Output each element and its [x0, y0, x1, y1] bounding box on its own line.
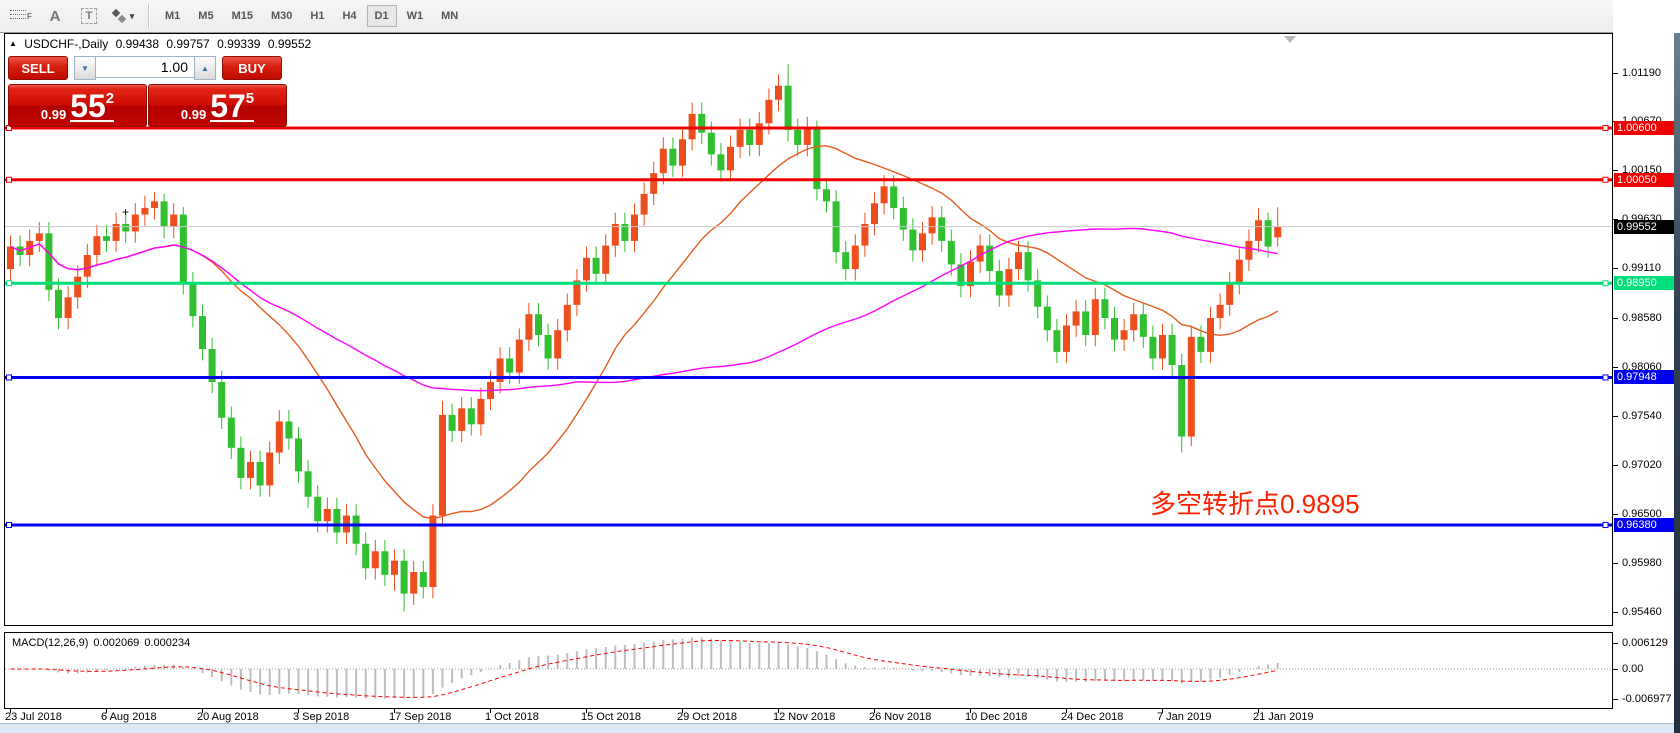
- chart-title: ▲ USDCHF-,Daily 0.99438 0.99757 0.99339 …: [9, 37, 315, 51]
- sell-price-button[interactable]: 0.99 55 2: [8, 84, 147, 127]
- macd-tick-label: 0.00: [1622, 663, 1644, 675]
- toolbar-separator: [148, 4, 150, 28]
- date-tick-label: 17 Sep 2018: [389, 711, 452, 723]
- sell-price-pips: 2: [105, 90, 115, 107]
- current-price-badge: 0.99552: [1614, 219, 1676, 234]
- price-tick-label: 0.98580: [1622, 312, 1662, 325]
- volume-increase-button[interactable]: ▲: [194, 56, 216, 80]
- fibonacci-icon-letter: F: [27, 11, 32, 21]
- hline-price-badge: 0.97948: [1614, 370, 1676, 385]
- date-tick-label: 10 Dec 2018: [965, 711, 1028, 723]
- volume-input[interactable]: [96, 56, 194, 78]
- price-tick-label: 0.97540: [1622, 409, 1662, 422]
- date-tick-label: 12 Nov 2018: [773, 711, 836, 723]
- hline-price-badge: 1.00050: [1614, 172, 1676, 187]
- price-tick-label: 0.97020: [1622, 458, 1662, 471]
- macd-signal-value: 0.000234: [144, 637, 191, 649]
- volume-decrease-button[interactable]: ▼: [74, 56, 96, 80]
- macd-indicator-panel[interactable]: [4, 632, 1613, 709]
- time-axis[interactable]: 23 Jul 2018 6 Aug 2018 20 Aug 2018 3 Sep 20…: [5, 709, 1615, 723]
- label-icon: T: [80, 8, 98, 24]
- arrows-tool-button[interactable]: ▾: [110, 4, 136, 28]
- date-tick-label: 23 Jul 2018: [5, 711, 62, 723]
- price-tick-label: 1.01190: [1622, 66, 1661, 79]
- date-tick-label: 1 Oct 2018: [485, 711, 539, 723]
- timeframe-button-m15[interactable]: M15: [231, 10, 253, 22]
- candlestick-series: [7, 64, 1282, 612]
- price-axis[interactable]: 1.011901.006701.001500.996300.991100.985…: [1613, 0, 1680, 733]
- ohlc-high: 0.99757: [166, 37, 210, 51]
- sell-price-big: 55: [70, 88, 106, 124]
- text-icon: A: [49, 7, 61, 25]
- symbol-period-label: USDCHF-,Daily: [24, 37, 109, 51]
- text-tool-button[interactable]: A: [42, 4, 68, 28]
- macd-histogram: [19, 637, 1279, 699]
- date-tick-label: 6 Aug 2018: [101, 711, 157, 723]
- label-tool-button[interactable]: T: [76, 4, 102, 28]
- hline-price-badge: 0.96380: [1614, 517, 1676, 532]
- svg-text:+: +: [122, 205, 129, 219]
- ohlc-close: 0.99552: [267, 37, 312, 51]
- price-tick-label: 0.99110: [1622, 262, 1661, 275]
- sell-button[interactable]: SELL: [8, 56, 68, 80]
- buy-price-button[interactable]: 0.99 57 5: [148, 84, 287, 127]
- date-tick-label: 29 Oct 2018: [677, 711, 737, 723]
- horizontal-line-objects[interactable]: [5, 125, 1612, 528]
- buy-button[interactable]: BUY: [222, 56, 282, 80]
- date-tick-label: 3 Sep 2018: [293, 711, 350, 723]
- toolbar: F A T ▾ M1 M5 M15 M30 H1 H4 D1 W1 MN: [0, 0, 1680, 33]
- arrows-icon: [112, 9, 127, 24]
- chart-shift-marker-icon[interactable]: [1284, 36, 1296, 43]
- chart-text-annotation[interactable]: 多空转折点0.9895: [1150, 489, 1360, 519]
- fibonacci-icon: [10, 9, 27, 23]
- price-tick-label: 0.98060: [1622, 360, 1662, 373]
- timeframe-button-m1[interactable]: M1: [165, 10, 181, 22]
- chevron-down-icon: ▾: [129, 10, 135, 21]
- price-chart-panel[interactable]: +: [4, 33, 1613, 626]
- window-right-edge: [1674, 33, 1680, 733]
- price-chart-canvas[interactable]: +: [5, 34, 1612, 625]
- macd-tick-label: 0.006129: [1622, 636, 1668, 649]
- hline-price-badge: 0.98950: [1614, 276, 1676, 291]
- macd-canvas: [5, 637, 1612, 699]
- buy-price-big: 57: [210, 88, 246, 124]
- timeframe-button-mn[interactable]: MN: [441, 10, 459, 22]
- buy-price-prefix: 0.99: [180, 107, 207, 122]
- buy-price-pips: 5: [245, 90, 255, 107]
- ohlc-open: 0.99438: [115, 37, 159, 51]
- current-price-line: +: [5, 205, 1612, 228]
- price-tick-label: 0.96500: [1622, 507, 1662, 520]
- date-tick-label: 26 Nov 2018: [869, 711, 932, 723]
- hline-price-badge: 1.00600: [1614, 121, 1676, 135]
- ohlc-low: 0.99339: [217, 37, 261, 51]
- macd-name: MACD(12,26,9): [12, 637, 89, 649]
- price-tick-label: 0.95980: [1622, 556, 1662, 569]
- date-tick-label: 7 Jan 2019: [1157, 711, 1212, 723]
- timeframe-button-w1[interactable]: W1: [406, 10, 424, 22]
- macd-label: MACD(12,26,9) 0.002069 0.000234: [12, 637, 195, 649]
- macd-signal-line: [10, 640, 1278, 698]
- timeframe-button-h4[interactable]: H4: [342, 10, 357, 22]
- timeframe-button-m30[interactable]: M30: [270, 10, 293, 22]
- date-tick-label: 20 Aug 2018: [197, 711, 259, 723]
- price-tick-label: 0.95460: [1622, 605, 1662, 618]
- fibonacci-tool-button[interactable]: F: [8, 4, 34, 28]
- date-tick-label: 15 Oct 2018: [581, 711, 641, 723]
- date-tick-label: 24 Dec 2018: [1061, 711, 1124, 723]
- macd-tick-label: -0.006977: [1622, 692, 1672, 705]
- window-bottom-edge: [0, 723, 1680, 733]
- macd-main-value: 0.002069: [93, 637, 140, 649]
- timeframe-button-m5[interactable]: M5: [198, 10, 214, 22]
- date-tick-label: 21 Jan 2019: [1253, 711, 1314, 723]
- timeframe-button-h1[interactable]: H1: [310, 10, 325, 22]
- sell-price-prefix: 0.99: [40, 107, 67, 122]
- collapse-icon[interactable]: ▲: [9, 39, 17, 48]
- timeframe-button-d1[interactable]: D1: [366, 5, 397, 27]
